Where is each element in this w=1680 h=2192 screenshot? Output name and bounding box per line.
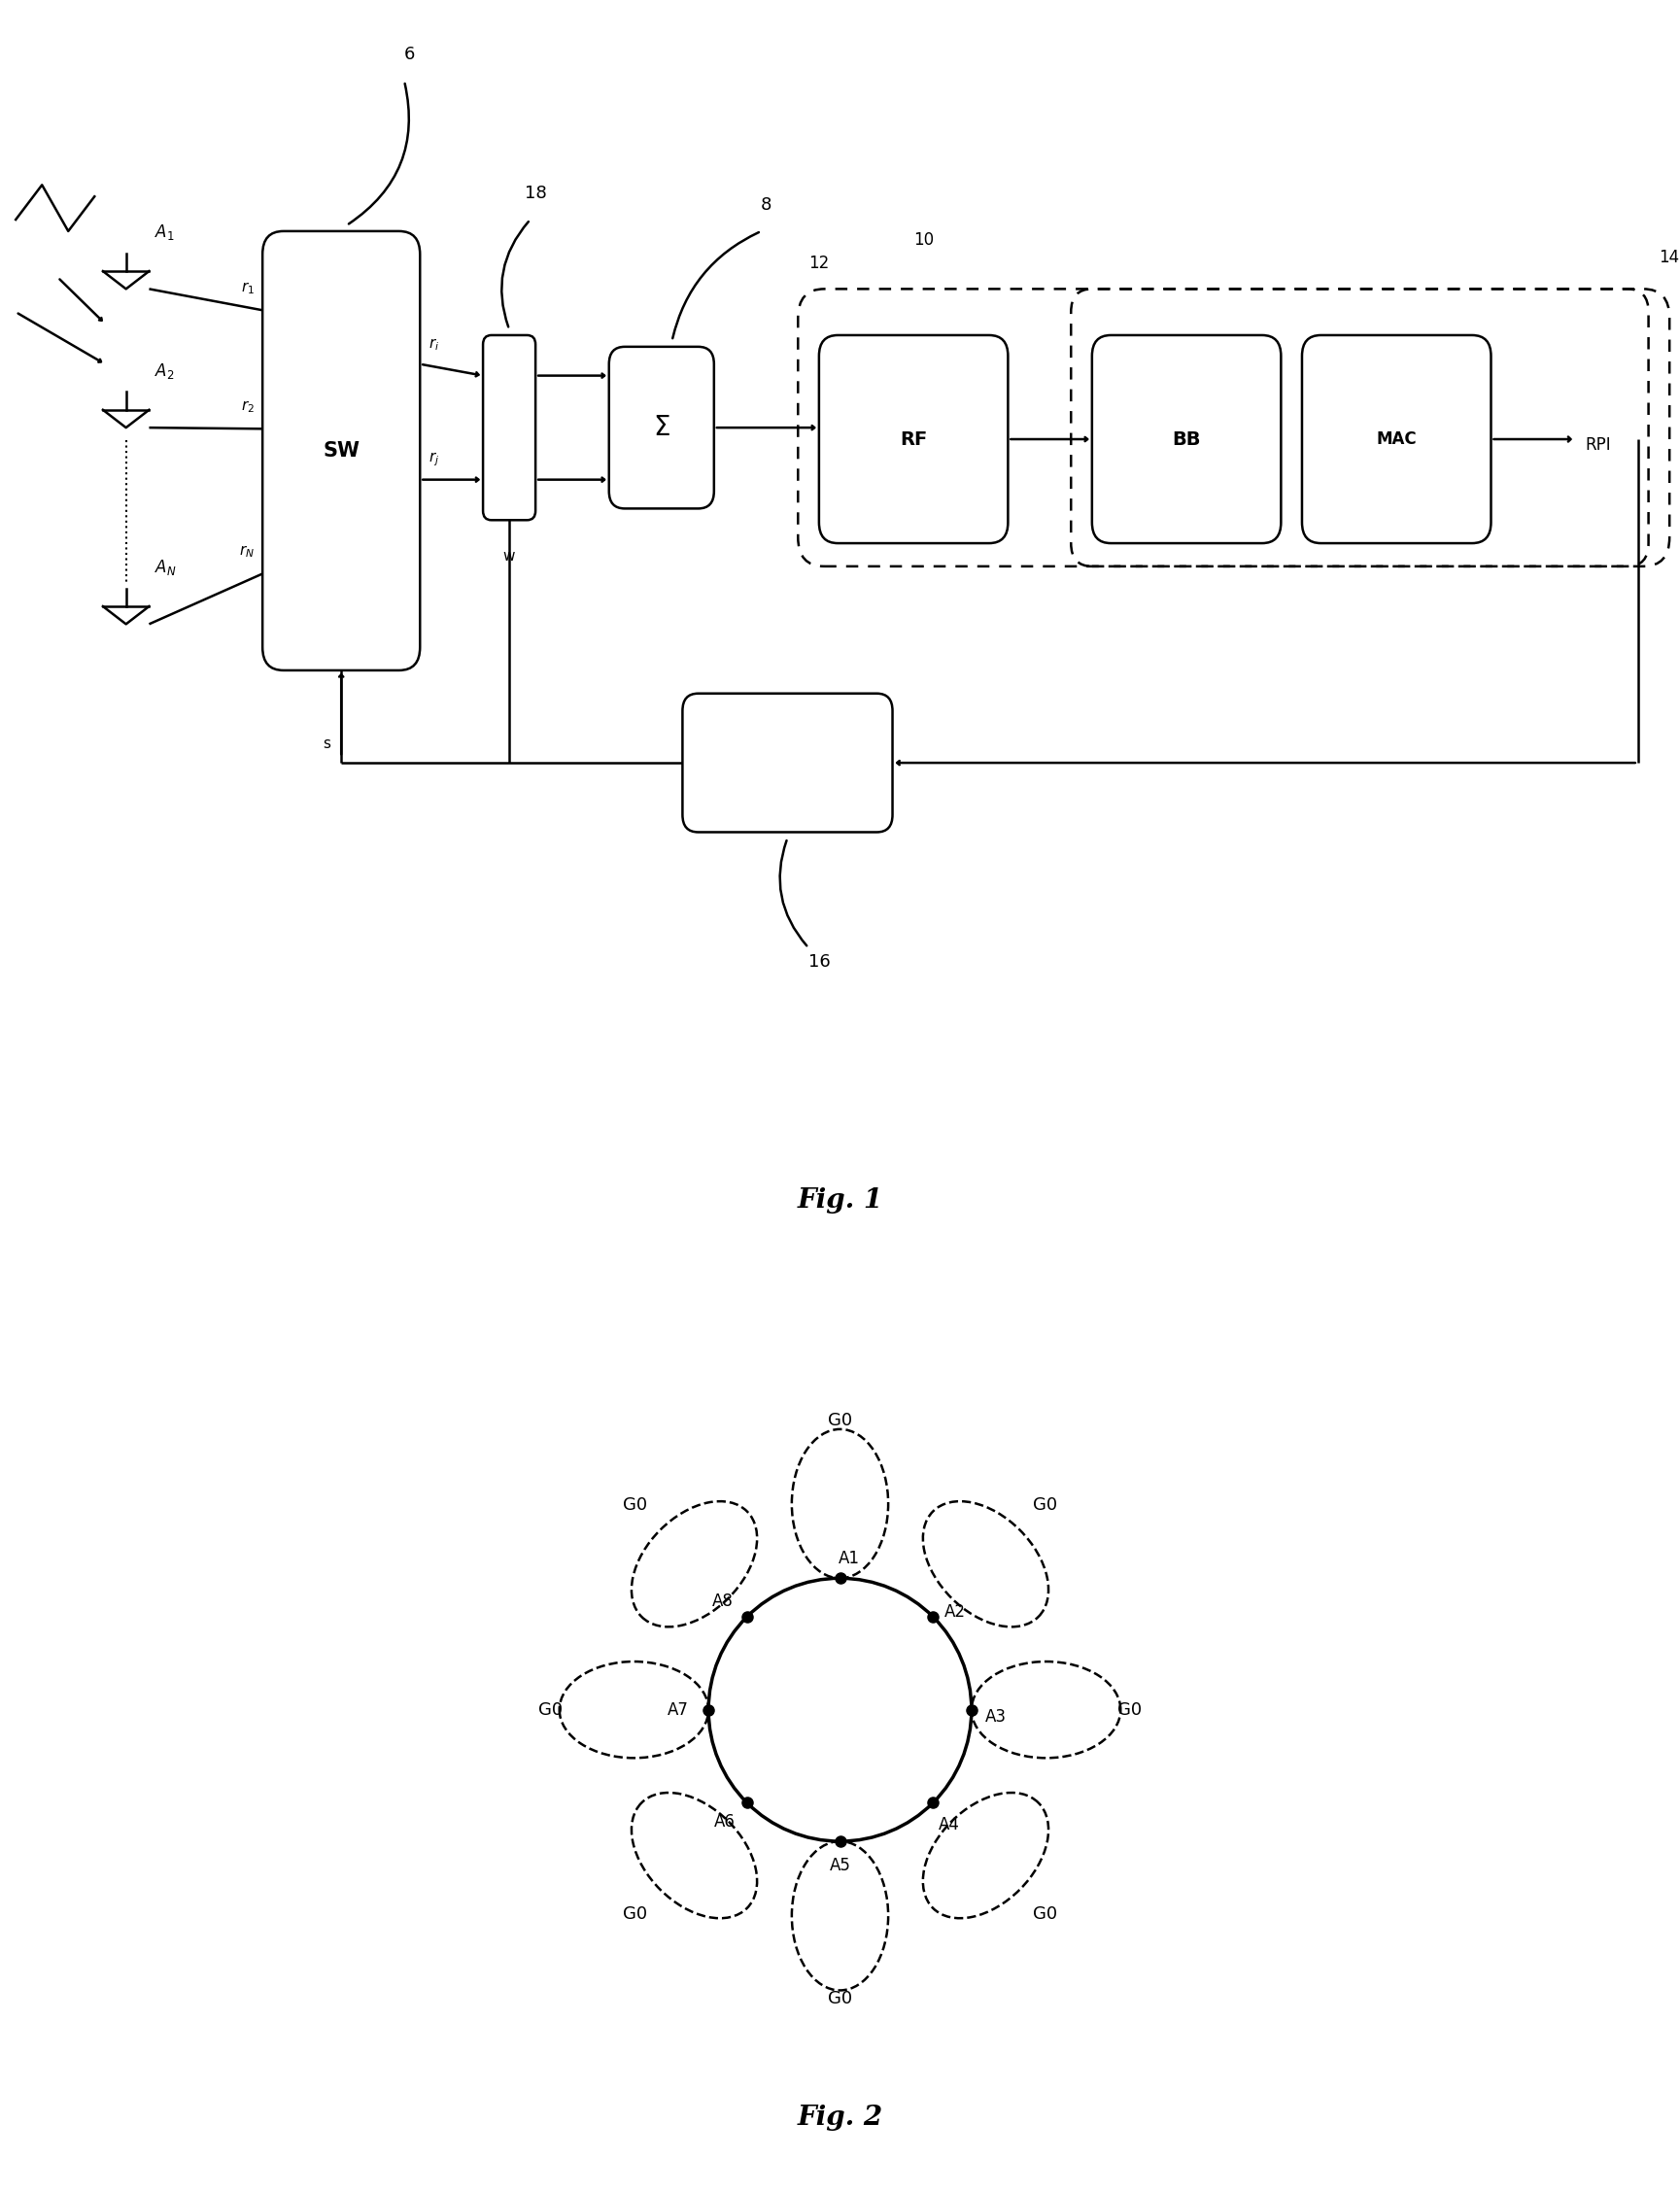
Text: RF: RF	[900, 430, 927, 449]
Text: A1: A1	[838, 1550, 860, 1567]
Text: G0: G0	[539, 1701, 563, 1719]
Text: G0: G0	[1033, 1905, 1057, 1922]
Text: 12: 12	[808, 254, 830, 272]
Text: G0: G0	[1117, 1701, 1141, 1719]
Text: A3: A3	[986, 1708, 1006, 1725]
Text: $A_2$: $A_2$	[155, 362, 175, 381]
Text: 10: 10	[914, 230, 934, 248]
Text: SW: SW	[323, 441, 360, 460]
Text: G0: G0	[1033, 1497, 1057, 1515]
Text: 8: 8	[761, 197, 773, 215]
Text: BB: BB	[1173, 430, 1201, 449]
Text: $r_1$: $r_1$	[240, 281, 254, 296]
Text: A7: A7	[667, 1701, 689, 1719]
Text: $A_N$: $A_N$	[155, 557, 176, 576]
Text: $r_i$: $r_i$	[428, 335, 438, 353]
FancyBboxPatch shape	[484, 335, 536, 520]
Text: $r_2$: $r_2$	[240, 399, 254, 414]
Text: RPI: RPI	[1586, 436, 1611, 454]
Text: A5: A5	[830, 1857, 850, 1874]
Text: G0: G0	[828, 1990, 852, 2008]
Text: $r_j$: $r_j$	[428, 449, 438, 469]
FancyBboxPatch shape	[1302, 335, 1492, 544]
Text: 18: 18	[524, 184, 546, 202]
FancyBboxPatch shape	[262, 230, 420, 671]
Text: $r_N$: $r_N$	[239, 544, 254, 559]
Text: 6: 6	[403, 46, 415, 64]
FancyBboxPatch shape	[682, 693, 892, 833]
Text: 14: 14	[1658, 248, 1680, 265]
Text: Fig. 1: Fig. 1	[798, 1188, 882, 1214]
Text: A2: A2	[944, 1605, 966, 1622]
Text: MAC: MAC	[1376, 430, 1416, 447]
Text: G0: G0	[828, 1412, 852, 1429]
FancyBboxPatch shape	[608, 346, 714, 509]
Text: A8: A8	[712, 1591, 732, 1609]
Text: s: s	[323, 737, 331, 752]
Text: 16: 16	[808, 954, 830, 971]
Text: Σ: Σ	[654, 414, 670, 441]
Text: Fig. 2: Fig. 2	[798, 2104, 882, 2131]
FancyBboxPatch shape	[818, 335, 1008, 544]
FancyBboxPatch shape	[1092, 335, 1282, 544]
Text: w: w	[504, 548, 516, 563]
Text: $A_1$: $A_1$	[155, 221, 175, 241]
Text: G0: G0	[623, 1497, 647, 1515]
Text: A4: A4	[937, 1815, 959, 1833]
Text: A6: A6	[714, 1813, 736, 1830]
Text: G0: G0	[623, 1905, 647, 1922]
